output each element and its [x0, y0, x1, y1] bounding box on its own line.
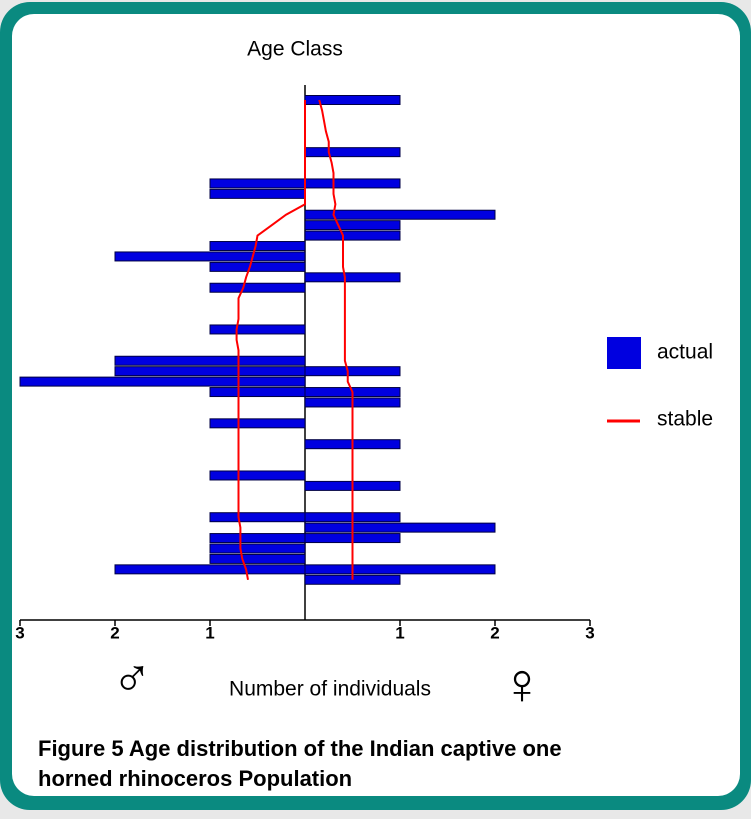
x-tick-label: 1 — [205, 623, 214, 642]
stable-line — [235, 100, 306, 580]
bar — [209, 241, 306, 252]
bar — [209, 261, 306, 272]
x-tick-label: 1 — [395, 623, 404, 642]
caption: Figure 5 Age distribution of the Indian … — [38, 736, 562, 761]
female-symbol: ♀ — [500, 651, 544, 716]
bar — [304, 147, 401, 158]
caption: horned rhinoceros Population — [38, 766, 352, 791]
bar — [209, 324, 306, 335]
x-axis-label: Number of individuals — [229, 678, 431, 701]
bar — [304, 272, 401, 283]
bar — [304, 564, 496, 575]
bar — [304, 522, 496, 533]
bar — [304, 178, 401, 189]
bar — [209, 282, 306, 293]
legend-label: stable — [657, 408, 713, 431]
bar — [304, 366, 401, 377]
bar — [209, 512, 306, 523]
bar — [209, 533, 306, 544]
x-tick-label: 2 — [490, 623, 499, 642]
bar — [209, 178, 306, 189]
bar — [19, 376, 306, 387]
bar — [209, 188, 306, 199]
bar — [209, 418, 306, 429]
bar — [209, 543, 306, 554]
bar — [209, 470, 306, 481]
stable-line — [318, 99, 354, 580]
chart-title: Age Class — [247, 38, 343, 61]
x-tick-label: 2 — [110, 623, 119, 642]
bar — [304, 220, 401, 231]
male-symbol: ♂ — [112, 648, 153, 708]
bar — [114, 366, 306, 377]
legend-label: actual — [657, 341, 713, 364]
bar — [114, 355, 306, 366]
bar — [209, 553, 306, 564]
bar — [304, 209, 496, 220]
x-tick-label: 3 — [585, 623, 594, 642]
bar — [209, 387, 306, 398]
bar — [114, 564, 306, 575]
x-tick-label: 3 — [15, 623, 24, 642]
bar — [304, 230, 401, 241]
legend-swatch — [607, 337, 641, 369]
bar — [114, 251, 306, 262]
